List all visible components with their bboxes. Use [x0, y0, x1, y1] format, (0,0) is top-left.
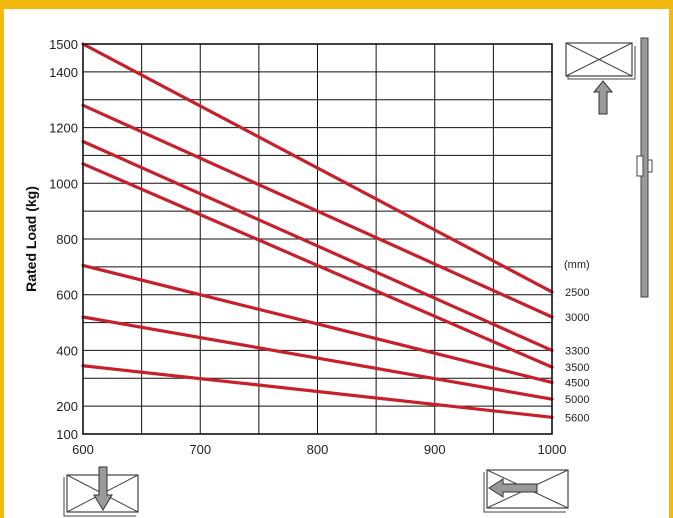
series-label-5000: 5000	[565, 394, 589, 406]
y-tick-label: 100	[56, 427, 78, 442]
series-line-3000	[81, 103, 554, 319]
series-line-3300	[81, 139, 554, 353]
grid	[83, 44, 552, 434]
series-label-2500: 2500	[565, 287, 589, 299]
series-line-5000	[81, 315, 554, 401]
series-label-3500: 3500	[565, 362, 589, 374]
y-tick-label: 1500	[49, 37, 78, 52]
series-lines	[81, 42, 554, 419]
x-tick-label: 900	[424, 442, 446, 457]
y-tick-label: 800	[56, 232, 78, 247]
y-tick-label: 200	[56, 399, 78, 414]
box-push-left-icon	[483, 469, 569, 513]
y-tick-label: 1400	[49, 65, 78, 80]
series-line-4500	[81, 263, 554, 385]
x-tick-label: 1000	[538, 442, 567, 457]
y-axis-label: Rated Load (kg)	[23, 186, 39, 292]
y-tick-label: 400	[56, 343, 78, 358]
y-tick-label: 1000	[49, 176, 78, 191]
series-line-5600	[81, 364, 554, 419]
series-label-5600: 5600	[565, 412, 589, 424]
series-line-3500	[81, 162, 554, 369]
x-tick-label: 600	[72, 442, 94, 457]
plot-border	[82, 43, 553, 435]
y-tick-labels: 100 200 400 600 800 1000 1200 1400 1500	[49, 37, 78, 442]
y-tick-label: 1200	[49, 121, 78, 136]
series-label-3300: 3300	[565, 345, 589, 357]
series-line-2500	[81, 42, 554, 294]
series-labels: 2500 3000 3300 3500 4500 5000 5600	[565, 287, 589, 424]
series-label-4500: 4500	[565, 377, 589, 389]
x-tick-label: 700	[189, 442, 211, 457]
y-tick-label: 600	[56, 288, 78, 303]
series-label-3000: 3000	[565, 312, 589, 324]
x-tick-label: 800	[307, 442, 329, 457]
legend-unit: (mm)	[564, 259, 590, 271]
mast-icon	[636, 37, 653, 298]
box-lift-up-icon	[565, 42, 636, 115]
box-push-down-icon	[63, 466, 139, 517]
x-tick-labels: 600 700 800 900 1000	[72, 442, 566, 457]
